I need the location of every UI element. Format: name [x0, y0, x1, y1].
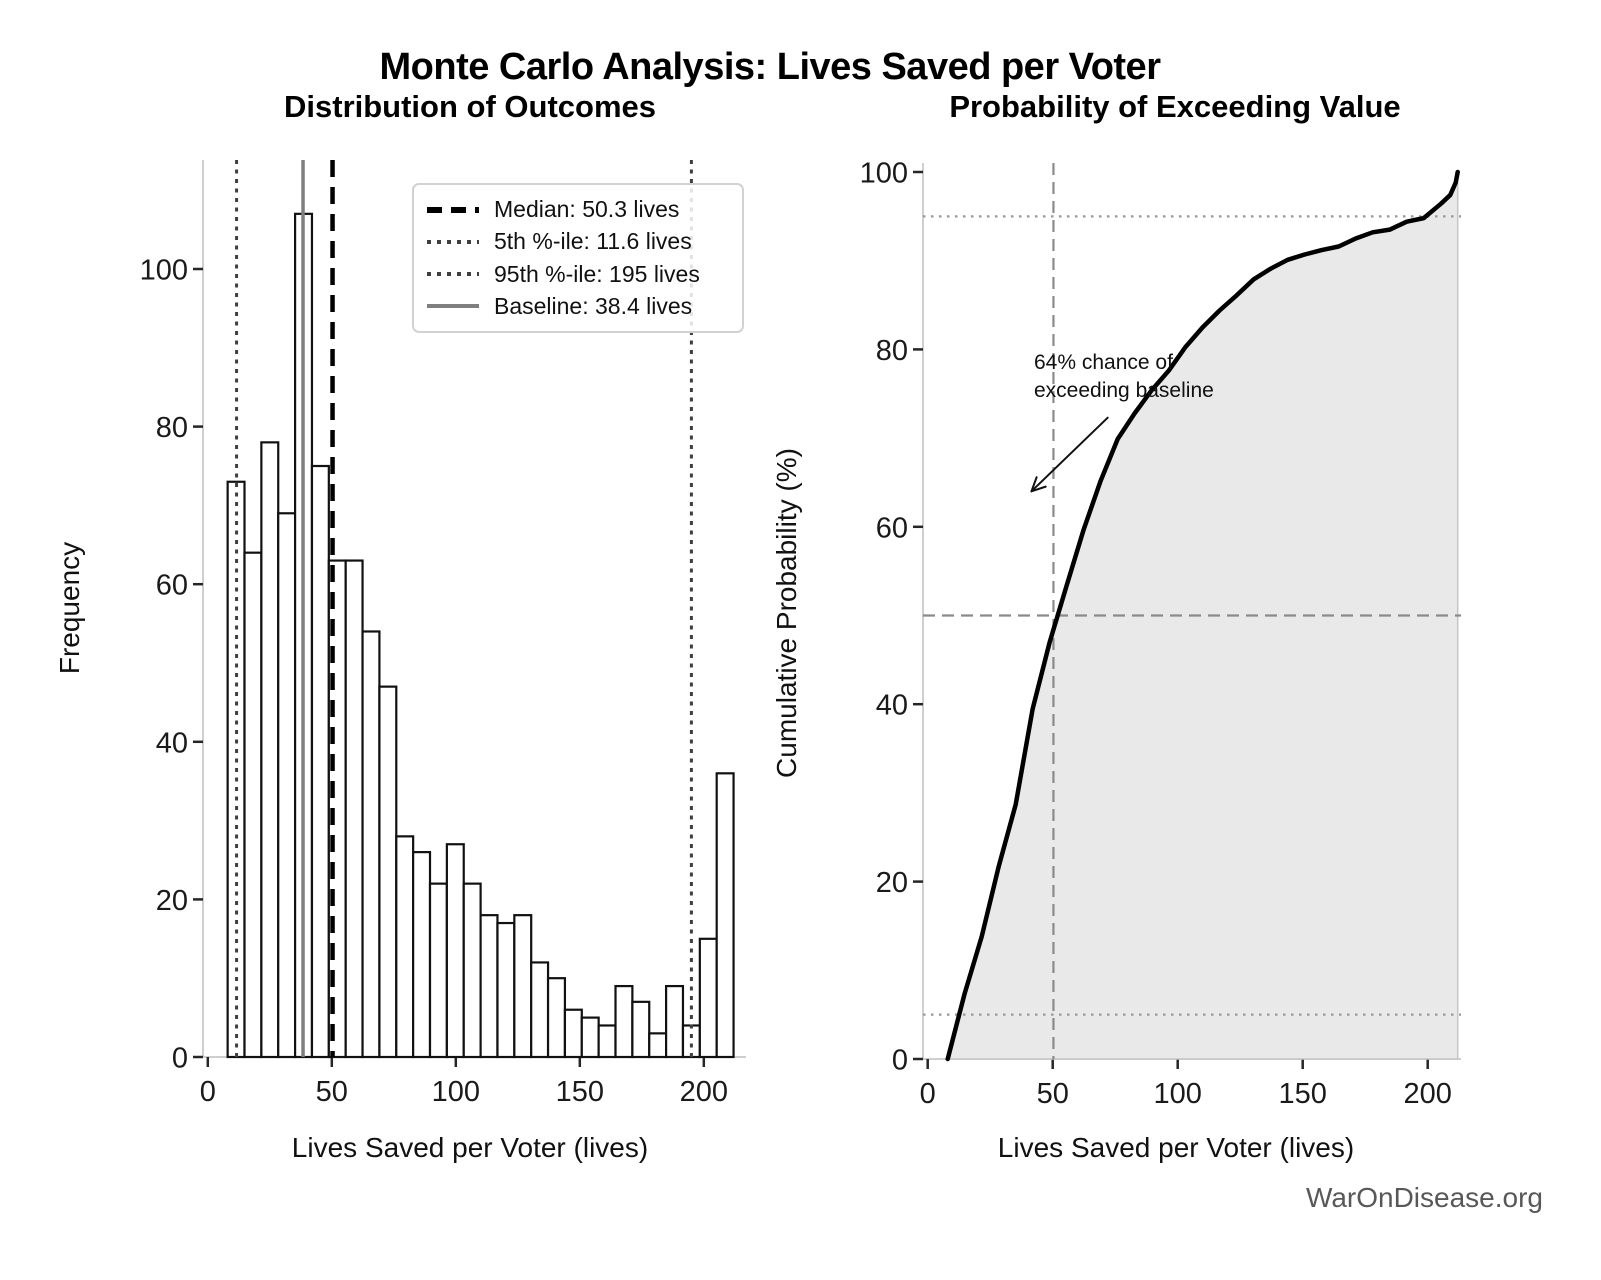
- annotation-arrow: [1030, 416, 1109, 493]
- cdf-y-tick-label: 0: [892, 1044, 908, 1076]
- histogram-bars: [226, 212, 735, 1059]
- histogram-bar: [344, 559, 364, 1059]
- legend-line-sample-dotted: [427, 272, 479, 277]
- histogram-bar: [698, 937, 718, 1059]
- histogram-bar: [260, 441, 280, 1059]
- histogram-bar: [243, 551, 263, 1059]
- annotation-arrowhead: [1030, 485, 1047, 493]
- histogram-bar: [648, 1032, 668, 1059]
- watermark: WarOnDisease.org: [1305, 1182, 1543, 1213]
- legend-item: 5th %-ile: 11.6 lives: [427, 228, 729, 255]
- legend-item: Median: 50.3 lives: [427, 196, 729, 223]
- cdf-x-tick-label: 0: [920, 1078, 936, 1110]
- histogram-bar: [310, 464, 330, 1059]
- histogram-bar: [479, 914, 499, 1059]
- histogram-y-tick-label: 0: [172, 1042, 188, 1074]
- cdf-x-axis-label: Lives Saved per Voter (lives): [997, 1132, 1355, 1163]
- figure-title: Monte Carlo Analysis: Lives Saved per Vo…: [379, 46, 1161, 88]
- histogram-x-tick-label: 200: [680, 1076, 728, 1108]
- histogram-bar: [665, 984, 685, 1059]
- histogram-bar: [496, 921, 516, 1059]
- legend-item-label: 5th %-ile: 11.6 lives: [494, 228, 692, 255]
- histogram-reference-lines: [235, 160, 693, 1057]
- legend-item: Baseline: 38.4 lives: [427, 293, 729, 320]
- annotation-arrow-shaft: [1030, 416, 1109, 493]
- histogram-bar: [277, 512, 297, 1059]
- legend-line-sample-solid: [427, 304, 479, 309]
- histogram-bar: [412, 851, 432, 1059]
- cdf-y-tick-label: 100: [860, 157, 908, 189]
- histogram-x-tick-label: 100: [432, 1076, 480, 1108]
- histogram-y-tick-label: 20: [156, 885, 188, 917]
- histogram-bar: [715, 772, 735, 1059]
- histogram-bar: [546, 977, 567, 1059]
- histogram-bar: [445, 843, 465, 1059]
- histogram-bar: [580, 1016, 600, 1059]
- cdf-y-axis-label: Cumulative Probability (%): [771, 448, 802, 778]
- legend-line-sample-dotted: [427, 239, 479, 244]
- legend: Median: 50.3 lives 5th %-ile: 11.6 lives 9…: [412, 183, 744, 333]
- histogram-y-axis-label: Frequency: [54, 541, 85, 675]
- histogram-y-tick-label: 80: [156, 412, 188, 444]
- histogram-bar: [361, 630, 381, 1059]
- histogram-bar: [597, 1024, 617, 1059]
- cdf-y-tick-label: 20: [876, 867, 908, 899]
- histogram-bar: [681, 1024, 701, 1059]
- histogram-bar: [530, 961, 550, 1059]
- histogram-x-tick-label: 50: [316, 1076, 348, 1108]
- cdf-x-tick-label: 200: [1404, 1078, 1452, 1110]
- histogram-bar: [614, 984, 634, 1059]
- histogram-y-tick-label: 100: [140, 254, 188, 286]
- annotation-arrowhead: [1030, 476, 1038, 493]
- cdf-curve: [945, 169, 1460, 1062]
- legend-item-label: 95th %-ile: 195 lives: [494, 260, 700, 287]
- cdf-x-tick-label: 50: [1037, 1078, 1069, 1110]
- histogram-y-tick-label: 40: [156, 727, 188, 759]
- cdf-annotation-text: 64% chance of exceeding baseline: [1034, 351, 1214, 402]
- histogram-bar: [513, 914, 533, 1059]
- cdf-x-tick-label: 150: [1279, 1078, 1327, 1110]
- histogram-bar: [428, 882, 448, 1059]
- cdf-axes: 0 50 100 150 200 0 20 40 60 80 100: [860, 157, 1461, 1110]
- histogram-y-tick-label: 60: [156, 570, 188, 602]
- cdf-x-tick-label: 100: [1154, 1078, 1202, 1110]
- cdf-y-tick-label: 40: [876, 690, 908, 722]
- histogram-bar: [378, 685, 398, 1059]
- histogram-x-tick-label: 0: [200, 1076, 216, 1108]
- cdf-reference-lines: [923, 163, 1461, 1059]
- histogram-bar: [631, 1000, 651, 1059]
- histogram-bar: [563, 1008, 583, 1059]
- histogram-x-axis-label: Lives Saved per Voter (lives): [291, 1132, 649, 1163]
- histogram-bar: [395, 835, 415, 1059]
- legend-item-label: Baseline: 38.4 lives: [494, 292, 693, 319]
- histogram-axes: 0 50 100 150 200 0 20 40 60 80 100: [140, 160, 746, 1108]
- histogram-title: Distribution of Outcomes: [284, 89, 656, 124]
- legend-item: 95th %-ile: 195 lives: [427, 261, 729, 288]
- legend-line-sample-dashed: [427, 206, 479, 213]
- histogram-x-tick-label: 150: [556, 1076, 604, 1108]
- histogram-bar: [462, 882, 482, 1059]
- cdf-y-tick-label: 80: [876, 335, 908, 367]
- legend-item-label: Median: 50.3 lives: [494, 196, 680, 222]
- cdf-title: Probability of Exceeding Value: [949, 89, 1401, 124]
- cdf-y-tick-label: 60: [876, 512, 908, 544]
